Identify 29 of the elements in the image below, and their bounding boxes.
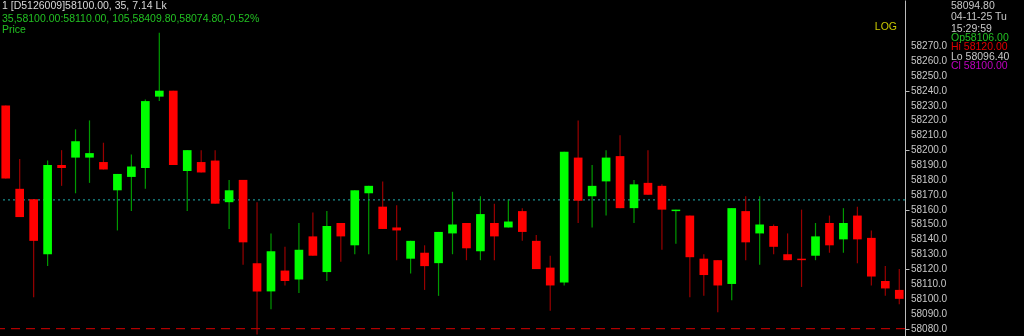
y-tick-label: 58220.0: [911, 114, 948, 126]
y-tick-label: 58200.0: [911, 144, 948, 156]
annotation: Price: [2, 23, 27, 35]
y-tick-label: 58140.0: [911, 233, 948, 245]
y-tick-label: 58150.0: [911, 218, 948, 230]
text: Lo 58096.40: [951, 50, 1010, 62]
y-tick-label: 58100.0: [911, 292, 948, 304]
text: 04-11-25 Tu: [951, 10, 1007, 22]
y-tick-label: 58080.0: [911, 322, 948, 334]
text: 15:29:59: [951, 22, 993, 34]
text: 58094.80: [951, 0, 995, 11]
y-tick-label: 58250.0: [911, 69, 948, 81]
y-tick-label: 58180.0: [911, 173, 948, 185]
y-tick-label: 58110.0: [911, 277, 947, 289]
annotation: 35,58100.00:58110.00, 105,58409.80,58074.80,-0.52%: [2, 12, 260, 24]
text: Cl 58100.00: [951, 59, 1008, 71]
y-tick-label: 58210.0: [911, 129, 948, 141]
y-tick-label: 58190.0: [911, 159, 948, 171]
y-tick-label: 58270.0: [911, 40, 948, 52]
y-tick-label: 58230.0: [911, 99, 948, 111]
y-tick-label: 58260.0: [911, 54, 948, 66]
y-tick-label: 58130.0: [911, 248, 948, 260]
y-tick-label: 58160.0: [911, 203, 948, 215]
y-tick-label: 58090.0: [911, 307, 948, 319]
chart-title: 1 [D5126009]58100.00, 35, 7.14 Lk: [2, 0, 168, 11]
y-tick-label: 58240.0: [911, 84, 948, 96]
y-tick-label: 58170.0: [911, 188, 948, 200]
annotation: LOG: [874, 20, 897, 32]
y-tick-label: 58120.0: [911, 263, 948, 275]
